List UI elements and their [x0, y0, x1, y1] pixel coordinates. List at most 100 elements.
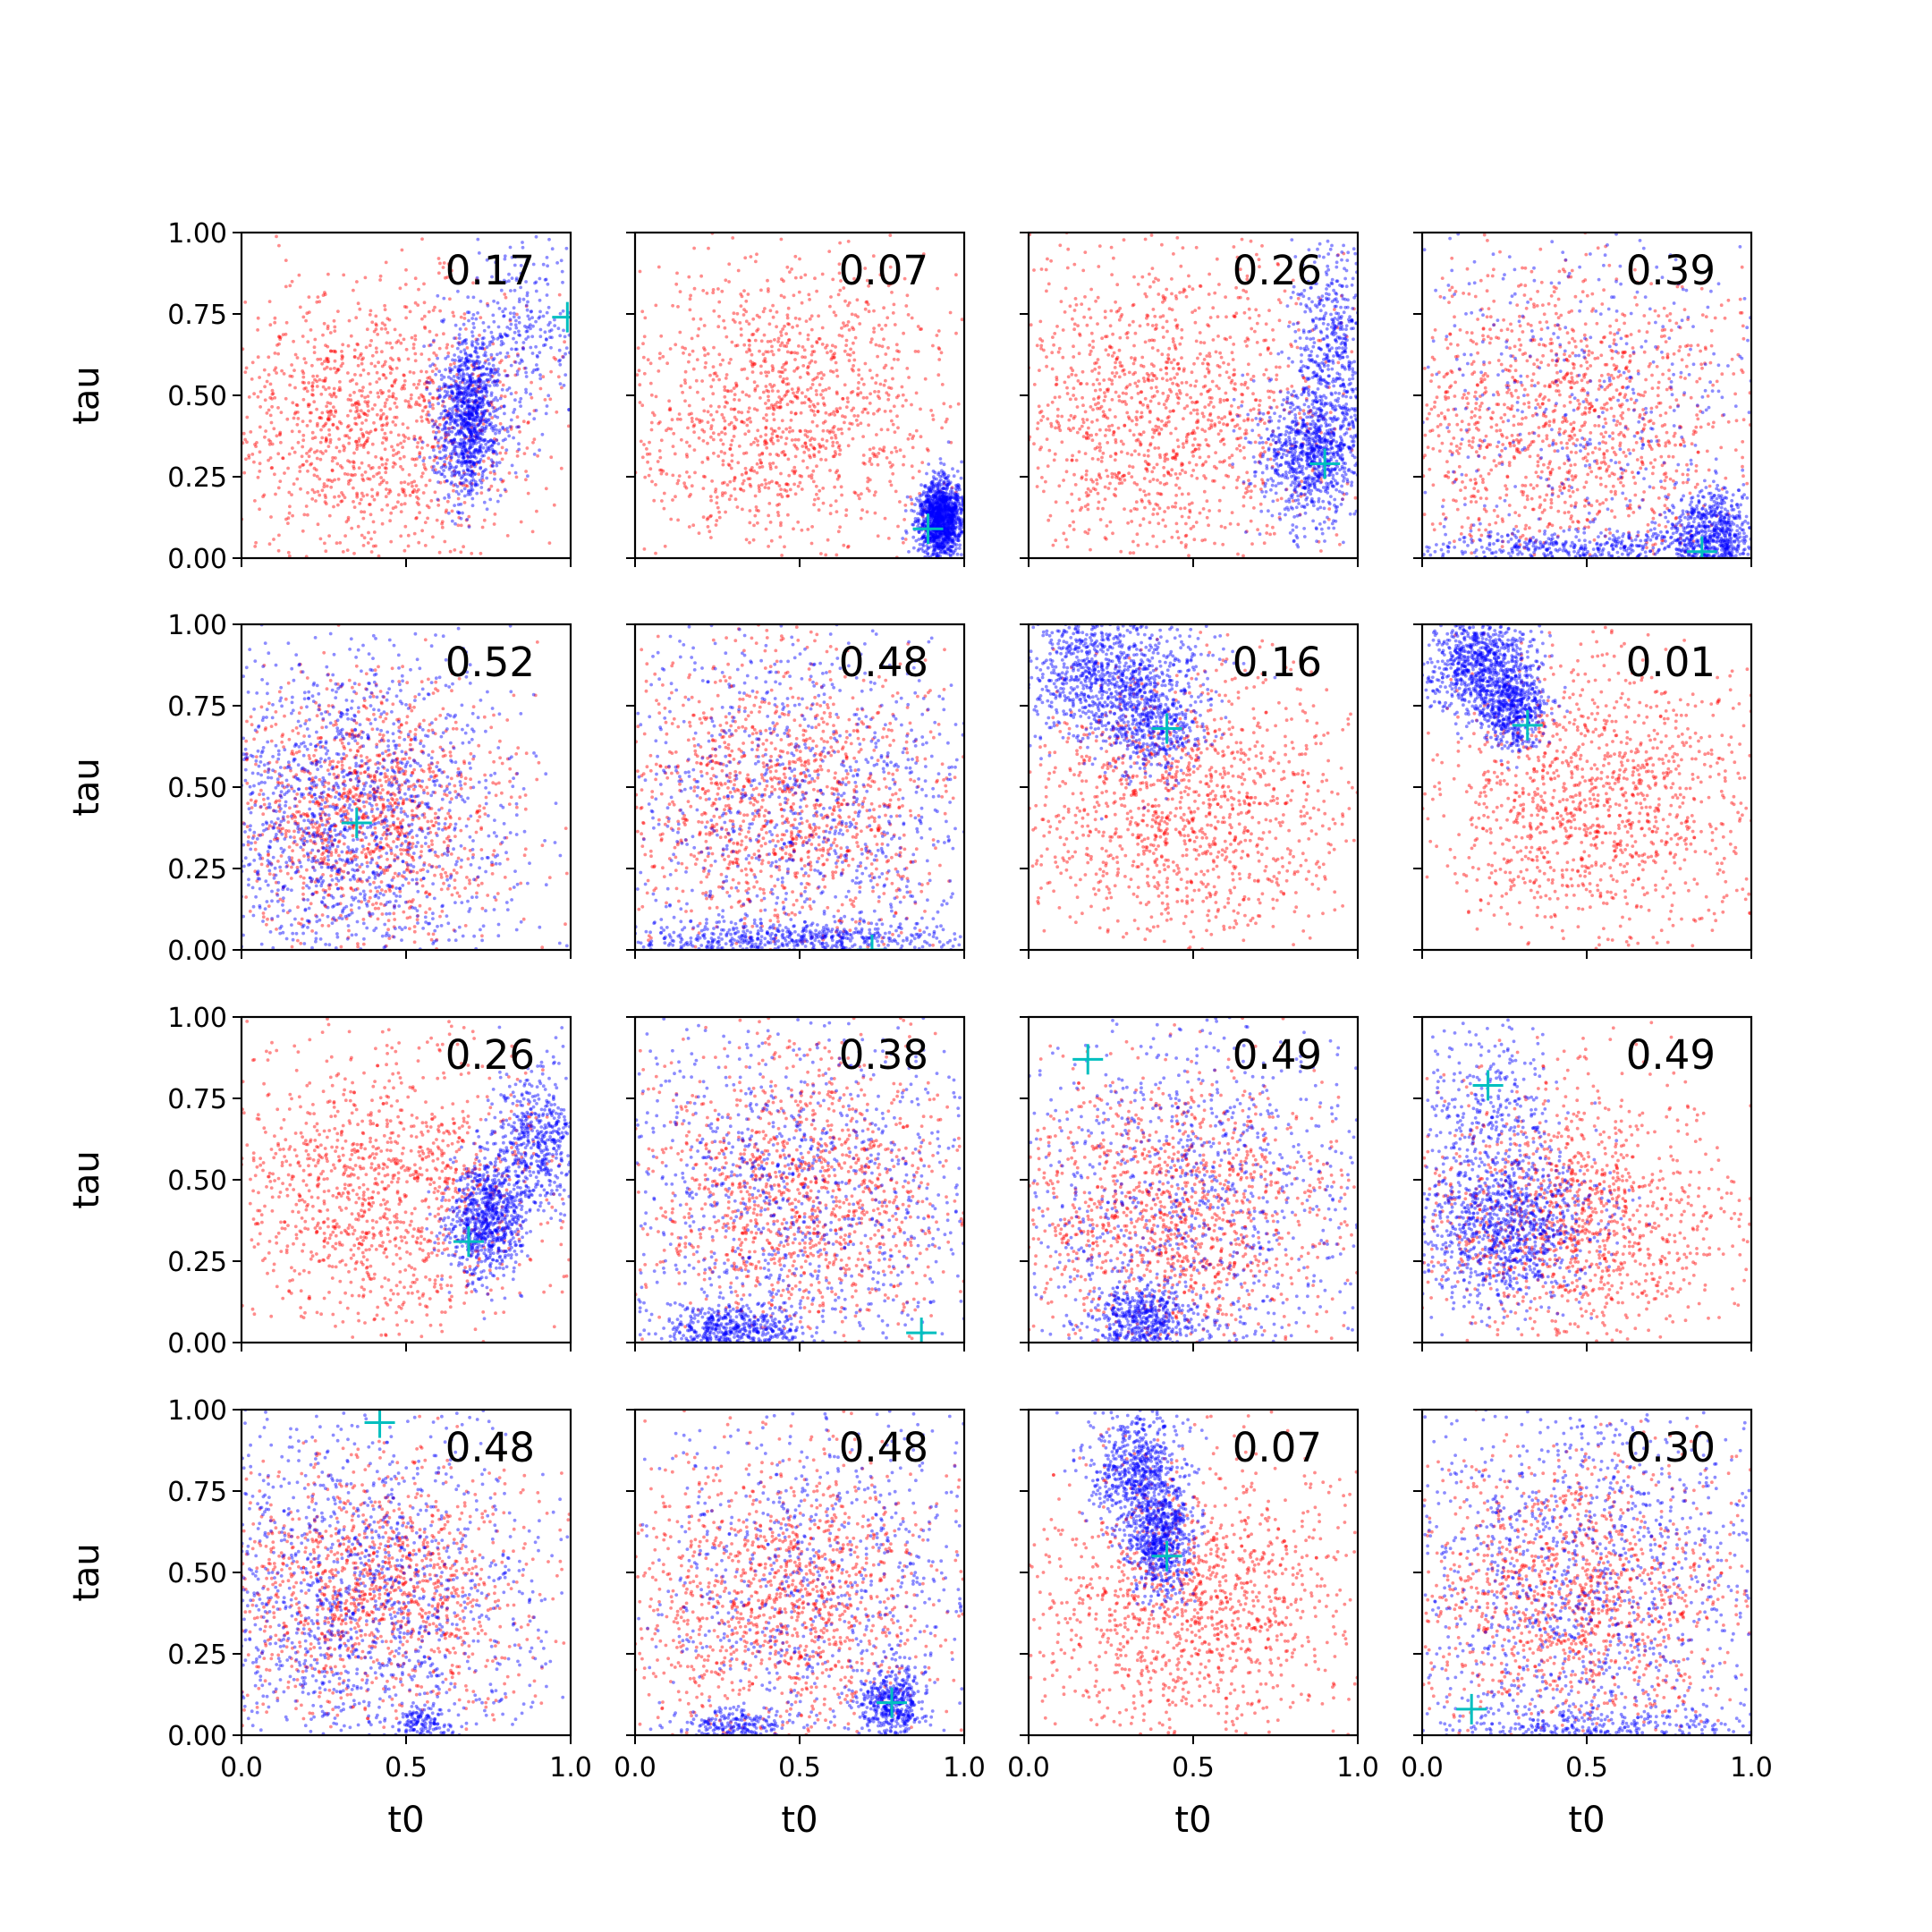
prior-point — [800, 528, 804, 532]
posterior-point — [475, 447, 479, 452]
prior-point — [692, 286, 697, 291]
prior-point — [767, 394, 770, 399]
prior-point — [498, 421, 503, 426]
posterior-point — [489, 369, 494, 372]
prior-point — [729, 358, 733, 361]
posterior-point — [464, 358, 468, 361]
prior-point — [764, 350, 768, 354]
posterior-point — [494, 409, 498, 412]
prior-point — [767, 486, 771, 490]
posterior-point — [470, 389, 474, 394]
posterior-point — [501, 425, 504, 429]
prior-point — [325, 484, 329, 488]
prior-point — [756, 443, 760, 447]
prior-point — [273, 352, 277, 355]
prior-point — [370, 466, 375, 470]
prior-point — [419, 393, 423, 397]
posterior-point — [479, 389, 484, 394]
posterior-point — [456, 408, 461, 411]
posterior-point — [472, 454, 477, 459]
prior-point — [263, 435, 267, 439]
posterior-point — [946, 507, 951, 512]
posterior-point — [463, 459, 467, 463]
prior-point — [861, 435, 865, 438]
posterior-point — [481, 321, 486, 325]
prior-point — [838, 288, 843, 292]
prior-point — [524, 470, 528, 473]
posterior-point — [470, 485, 474, 489]
prior-point — [372, 497, 377, 502]
posterior-point — [507, 279, 511, 284]
prior-point — [716, 454, 721, 458]
posterior-point — [931, 494, 936, 497]
prior-point — [379, 408, 383, 412]
posterior-point — [463, 424, 467, 428]
prior-point — [334, 456, 337, 460]
prior-point — [515, 454, 520, 458]
prior-point — [505, 534, 510, 538]
posterior-point — [492, 367, 496, 371]
posterior-point — [534, 319, 538, 324]
posterior-point — [944, 487, 947, 491]
prior-point — [418, 403, 422, 407]
posterior-point — [480, 437, 484, 441]
posterior-point — [475, 414, 479, 419]
posterior-point — [454, 464, 459, 469]
posterior-point — [469, 374, 473, 378]
posterior-point — [958, 524, 962, 529]
prior-point — [786, 457, 791, 462]
prior-point — [362, 510, 367, 514]
prior-point — [452, 483, 456, 487]
prior-point — [847, 359, 852, 362]
posterior-point — [934, 512, 938, 515]
prior-point — [413, 402, 418, 406]
posterior-point — [496, 378, 500, 383]
prior-point — [742, 308, 746, 311]
prior-point — [742, 367, 747, 371]
posterior-point — [471, 439, 475, 443]
posterior-point — [470, 340, 474, 344]
prior-point — [441, 417, 445, 421]
posterior-point — [956, 516, 961, 521]
posterior-point — [534, 368, 538, 372]
posterior-point — [529, 345, 533, 350]
prior-point — [481, 422, 486, 426]
posterior-point — [481, 364, 485, 369]
posterior-point — [936, 498, 941, 503]
posterior-point — [476, 237, 480, 242]
prior-point — [817, 442, 821, 446]
posterior-point — [468, 417, 472, 421]
prior-point — [420, 394, 425, 398]
prior-point — [398, 456, 402, 461]
y-tick-label: 0.50 — [167, 381, 227, 412]
posterior-point — [463, 362, 468, 366]
posterior-point — [947, 533, 952, 538]
prior-point — [258, 470, 262, 473]
prior-point — [316, 295, 320, 299]
prior-point — [844, 405, 849, 409]
prior-point — [785, 341, 790, 345]
posterior-point — [471, 418, 475, 421]
posterior-point — [925, 494, 929, 498]
prior-point — [347, 318, 352, 323]
posterior-point — [445, 390, 450, 394]
prior-point — [415, 457, 419, 461]
prior-point — [768, 467, 773, 470]
prior-point — [348, 428, 352, 433]
posterior-point — [484, 450, 488, 454]
prior-point — [860, 508, 864, 513]
prior-point — [792, 394, 797, 398]
posterior-point — [502, 314, 505, 318]
prior-point — [817, 336, 821, 341]
posterior-point — [461, 475, 464, 479]
prior-point — [393, 327, 397, 332]
prior-point — [792, 470, 797, 474]
prior-point — [276, 548, 281, 553]
posterior-point — [478, 436, 482, 441]
posterior-point — [524, 337, 528, 341]
posterior-point — [452, 378, 456, 383]
posterior-point — [546, 264, 549, 268]
prior-point — [429, 499, 434, 503]
posterior-point — [460, 363, 464, 367]
posterior-point — [433, 436, 437, 440]
